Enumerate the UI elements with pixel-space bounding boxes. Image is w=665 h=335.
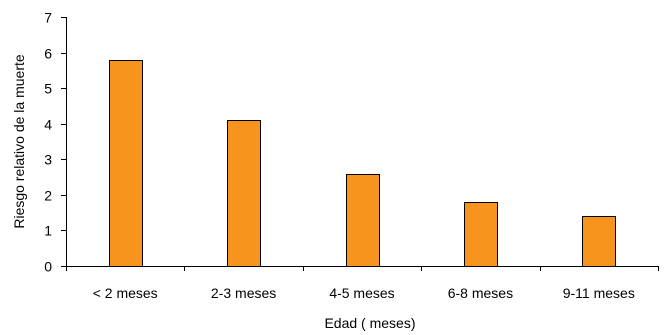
y-tick-label: 0 [44,259,52,275]
y-tick-label: 5 [44,81,52,97]
x-tick-label: 9-11 meses [563,285,635,301]
y-tick-label: 3 [44,152,52,168]
bar [227,120,261,267]
y-axis-title: Riesgo relativo de la muerte [11,54,27,229]
x-axis-title: Edad ( meses) [324,315,415,331]
bars-group [109,60,616,267]
x-tick-label: 6-8 meses [448,285,513,301]
x-tick-label: < 2 meses [93,285,158,301]
y-tick-label: 4 [44,117,52,133]
y-tick-label: 7 [44,10,52,26]
x-tick-label: 2-3 meses [211,285,276,301]
bar [346,174,380,267]
y-tick-label: 1 [44,223,52,239]
bar [582,216,616,267]
y-axis-ticks: 0 1 2 3 4 5 6 7 [44,10,66,275]
y-tick-label: 2 [44,188,52,204]
bar [464,202,498,267]
y-tick-label: 6 [44,46,52,62]
x-axis-ticks: < 2 meses 2-3 meses 4-5 meses 6-8 meses 9-11… [66,266,659,301]
x-tick-label: 4-5 meses [329,285,394,301]
bar [109,60,143,267]
